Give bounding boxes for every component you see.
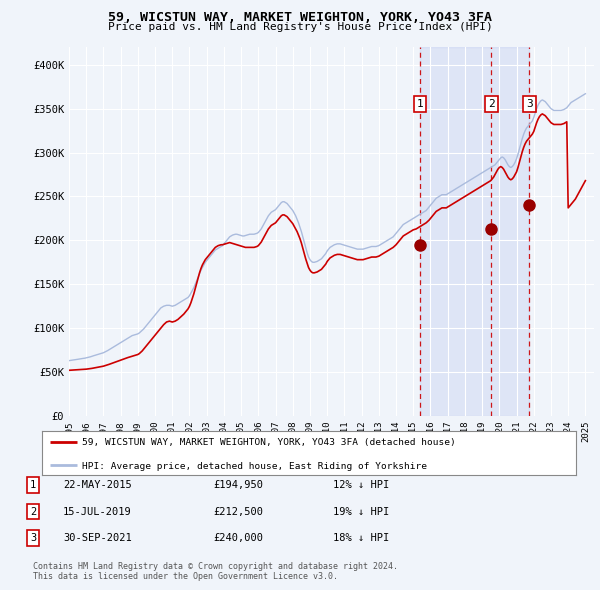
Text: Contains HM Land Registry data © Crown copyright and database right 2024.
This d: Contains HM Land Registry data © Crown c…	[33, 562, 398, 581]
Text: 1: 1	[30, 480, 36, 490]
Text: 2: 2	[488, 99, 495, 109]
Text: HPI: Average price, detached house, East Riding of Yorkshire: HPI: Average price, detached house, East…	[82, 461, 427, 471]
Bar	[420, 47, 529, 416]
Text: 59, WICSTUN WAY, MARKET WEIGHTON, YORK, YO43 3FA (detached house): 59, WICSTUN WAY, MARKET WEIGHTON, YORK, …	[82, 438, 456, 447]
Text: £212,500: £212,500	[213, 507, 263, 516]
Text: 19% ↓ HPI: 19% ↓ HPI	[333, 507, 389, 516]
Text: 12% ↓ HPI: 12% ↓ HPI	[333, 480, 389, 490]
Text: Price paid vs. HM Land Registry's House Price Index (HPI): Price paid vs. HM Land Registry's House …	[107, 22, 493, 32]
Text: 1: 1	[416, 99, 423, 109]
Text: £240,000: £240,000	[213, 533, 263, 543]
Text: 22-MAY-2015: 22-MAY-2015	[63, 480, 132, 490]
Text: 30-SEP-2021: 30-SEP-2021	[63, 533, 132, 543]
Text: 3: 3	[526, 99, 533, 109]
Text: 2: 2	[30, 507, 36, 516]
Text: 15-JUL-2019: 15-JUL-2019	[63, 507, 132, 516]
Text: 3: 3	[30, 533, 36, 543]
Text: 59, WICSTUN WAY, MARKET WEIGHTON, YORK, YO43 3FA: 59, WICSTUN WAY, MARKET WEIGHTON, YORK, …	[108, 11, 492, 24]
Text: £194,950: £194,950	[213, 480, 263, 490]
Text: 18% ↓ HPI: 18% ↓ HPI	[333, 533, 389, 543]
